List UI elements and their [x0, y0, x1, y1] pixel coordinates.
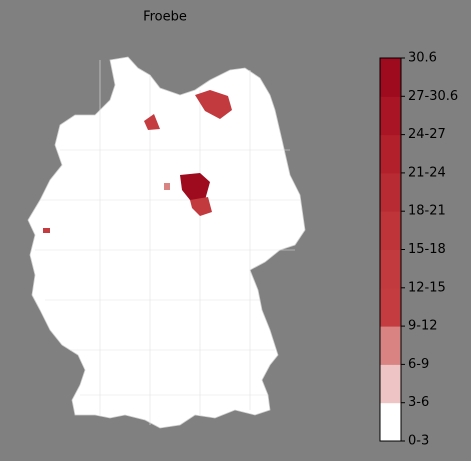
map-title: Froebe	[143, 10, 187, 25]
region-mid	[195, 90, 232, 119]
colorbar-segment	[380, 134, 401, 174]
colorbar-segment	[380, 326, 401, 365]
region-low	[43, 228, 50, 233]
colorbar-label: 21-24	[408, 165, 446, 180]
colorbar-label: 24-27	[408, 127, 446, 142]
colorbar-segment	[380, 287, 401, 327]
district-lines	[35, 60, 300, 425]
germany-map	[27, 56, 306, 429]
colorbar-segment	[380, 172, 401, 212]
colorbar-segment	[380, 364, 401, 404]
country-outline	[27, 56, 306, 429]
colorbar-segment	[380, 96, 401, 136]
region-mid	[144, 114, 160, 130]
colorbar-label: 9-12	[408, 319, 438, 334]
colorbar-label: 0-3	[408, 434, 429, 449]
colorbar-segment	[380, 249, 401, 289]
colorbar-label: 27-30.6	[408, 89, 458, 104]
colorbar-segment	[380, 211, 401, 250]
region-low	[164, 183, 170, 190]
colorbar-label: 3-6	[408, 395, 429, 410]
region-high	[180, 173, 210, 200]
colorbar: 0-3 3-6 6-9 9-12 12-15 15-18 18-21 21-24 24-27 27…	[379, 51, 458, 449]
colorbar-label: 30.6	[408, 51, 437, 66]
region-mid	[190, 197, 212, 216]
colorbar-label: 15-18	[408, 242, 446, 257]
colorbar-segment	[380, 402, 401, 442]
colorbar-label: 6-9	[408, 357, 429, 372]
colorbar-label: 12-15	[408, 280, 446, 295]
colorbar-segment	[380, 58, 401, 97]
colorbar-label: 18-21	[408, 204, 446, 219]
